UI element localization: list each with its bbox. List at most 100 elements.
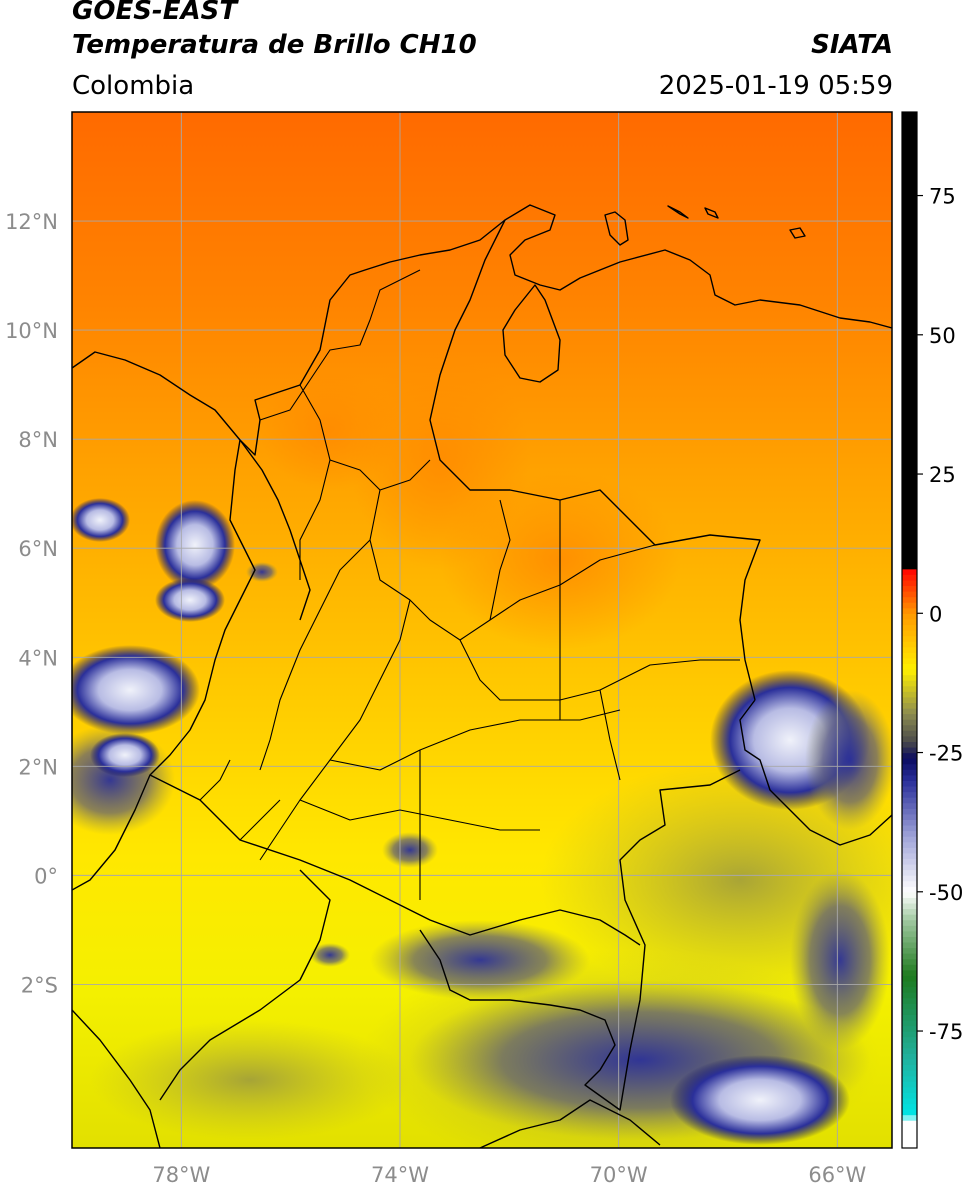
colorbar-segment — [902, 774, 917, 781]
colorbar-segment — [902, 657, 917, 665]
colorbar-segment — [902, 841, 917, 848]
colorbar-segment — [902, 652, 917, 659]
colorbar-segment — [902, 1042, 917, 1049]
colorbar-segment — [902, 702, 917, 709]
colorbar-segment — [902, 134, 917, 141]
colorbar-segment — [902, 513, 917, 520]
colorbar-segment — [902, 941, 917, 949]
colorbar-segment — [902, 245, 917, 252]
colorbar-segment — [902, 117, 917, 124]
colorbar-segment — [902, 763, 917, 770]
colorbar-tick-label: 50 — [929, 324, 956, 348]
colorbar-segment — [902, 785, 917, 793]
graticule — [72, 112, 892, 1148]
colorbar-segment — [902, 184, 917, 191]
colorbar-segment — [902, 808, 917, 815]
colorbar-segment — [902, 1136, 917, 1144]
colorbar-segment — [902, 1114, 917, 1121]
colorbar-segment — [902, 1075, 917, 1082]
colorbar-segment — [902, 524, 917, 531]
island-margarita — [789, 227, 806, 239]
colorbar-segment — [902, 112, 917, 119]
colorbar-segment — [902, 919, 917, 926]
colorbar-segment — [902, 953, 917, 960]
colorbar-segment — [902, 351, 917, 358]
colorbar-segment — [902, 713, 917, 720]
colorbar-segment — [902, 869, 917, 876]
colorbar-segment — [902, 1092, 917, 1099]
colorbar-segment — [902, 462, 917, 470]
colorbar-segment — [902, 975, 917, 982]
colorbar-segment — [902, 880, 917, 887]
colorbar-segment — [902, 162, 917, 169]
colorbar-segment — [902, 1036, 917, 1043]
colorbar-segment — [902, 301, 917, 308]
colorbar-segment — [902, 758, 917, 765]
colorbar-segment — [902, 685, 917, 692]
colorbar-segment — [902, 206, 917, 213]
colorbar-segment — [902, 423, 917, 431]
colorbar: 75 50 25 0 -25 -50 -75 — [901, 111, 963, 1149]
colorbar-segment — [902, 852, 917, 859]
lat-tick-label: 2°S — [21, 973, 58, 997]
colorbar-segment — [902, 279, 917, 286]
colorbar-segment — [902, 568, 917, 575]
colorbar-segment — [902, 490, 917, 497]
colorbar-segment — [902, 641, 917, 648]
colorbar-segment — [902, 223, 917, 230]
colorbar-tick-label: 0 — [929, 602, 942, 626]
colorbar-segment — [902, 1003, 917, 1010]
colorbar-segment — [902, 980, 917, 988]
colorbar-segment — [902, 128, 917, 135]
colorbar-segment — [902, 435, 917, 442]
colorbar-segment — [902, 964, 917, 971]
colorbar-segment — [902, 579, 917, 587]
colorbar-segment — [902, 429, 917, 436]
colorbar-segment — [902, 969, 917, 976]
colorbar-segment — [902, 240, 917, 247]
colorbar-segment — [902, 178, 917, 186]
colorbar-ticks: 75 50 25 0 -25 -50 -75 — [917, 185, 963, 1044]
colorbar-segment — [902, 412, 917, 419]
colorbar-segment — [902, 139, 917, 147]
department-borders — [199, 269, 740, 900]
colorbar-segment — [902, 908, 917, 915]
colorbar-segment — [902, 384, 917, 392]
colorbar-segment — [902, 1064, 917, 1071]
colorbar-segment — [902, 273, 917, 280]
colorbar-segment — [902, 267, 917, 275]
colorbar-segment — [902, 925, 917, 932]
colorbar-segment — [902, 596, 917, 603]
colorbar-segment — [902, 958, 917, 965]
colorbar-segment — [902, 607, 917, 614]
colorbar-tick-label: -25 — [929, 742, 963, 766]
coastline-pacific — [72, 439, 256, 891]
colorbar-segment — [902, 863, 917, 871]
colorbar-segment — [902, 624, 917, 631]
colorbar-segment — [902, 858, 917, 865]
colorbar-segment — [902, 457, 917, 464]
island-curacao — [704, 207, 719, 219]
colorbar-segment — [902, 947, 917, 954]
colorbar-segment — [902, 1081, 917, 1088]
colorbar-segment — [902, 189, 917, 197]
colorbar-segment — [902, 1053, 917, 1060]
colorbar-frame — [901, 111, 918, 1149]
colorbar-segment — [902, 1097, 917, 1105]
colorbar-segment — [902, 668, 917, 676]
colorbar-segment — [902, 446, 917, 453]
colorbar-segment — [902, 1008, 917, 1015]
colorbar-segment — [902, 228, 917, 236]
colorbar-segment — [902, 407, 917, 414]
lake-maracaibo — [502, 284, 561, 383]
colorbar-segment — [902, 440, 917, 447]
timestamp-label: 2025-01-19 05:59 — [658, 71, 893, 101]
colorbar-segment — [902, 1120, 917, 1127]
colorbar-segment — [902, 875, 917, 882]
colorbar-segment — [902, 418, 917, 425]
colorbar-segment — [902, 150, 917, 158]
colorbar-segment — [902, 156, 917, 163]
paraguana — [604, 211, 629, 246]
colorbar-segment — [902, 318, 917, 325]
